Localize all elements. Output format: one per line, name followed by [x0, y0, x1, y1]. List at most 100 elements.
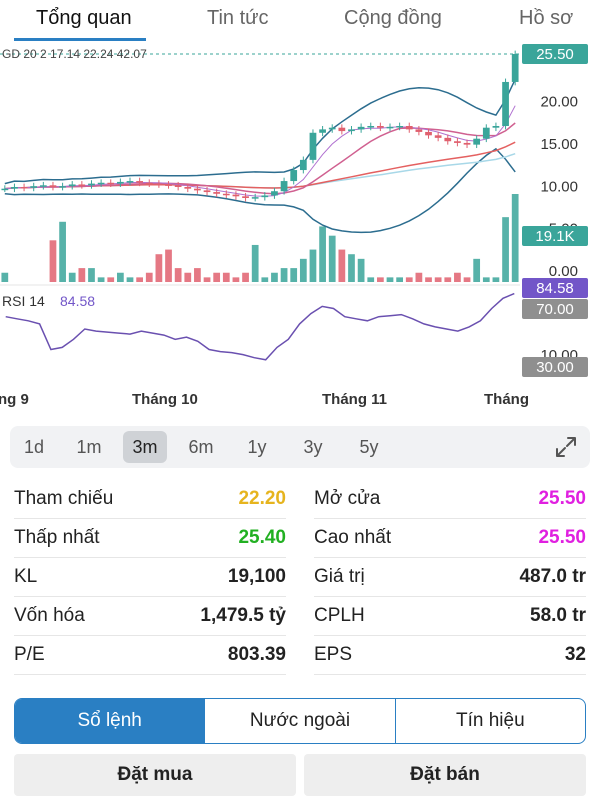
candle-body — [213, 192, 221, 194]
candle-body — [145, 182, 153, 185]
period-1d[interactable]: 1d — [23, 437, 45, 457]
tab-profile[interactable]: Hồ sơ — [519, 7, 574, 29]
candle-body — [319, 129, 326, 133]
candle-body — [107, 182, 115, 185]
rsi-70-tag-bg — [522, 299, 588, 319]
period-3y[interactable]: 3y — [303, 437, 323, 457]
stat-value: 1,479.5 tỷ — [200, 605, 286, 626]
volume-bar — [68, 272, 76, 282]
candle-body — [454, 141, 461, 143]
volume-bar — [1, 272, 9, 282]
sell-button[interactable]: Đặt bán — [304, 754, 586, 796]
volume-bar — [280, 268, 288, 282]
tab-news[interactable]: Tin tức — [207, 7, 269, 29]
candle-body — [194, 188, 201, 191]
tab-overview[interactable]: Tổng quan — [36, 7, 132, 29]
volume-bar — [88, 268, 95, 282]
candle-body — [20, 186, 28, 189]
candle-body — [328, 127, 336, 130]
period-1y[interactable]: 1y — [247, 437, 267, 457]
volume-bar — [511, 194, 519, 282]
period-selector: 1d 1m 3m 6m 1y 3y 5y — [10, 426, 590, 468]
candle-body — [184, 186, 192, 189]
candle-body — [405, 126, 413, 130]
rsi-value-label: 84.58 — [60, 293, 95, 309]
chart-canvas[interactable]: GD 20 2 17.14 22.24 42.07 20.00 15.00 10.00… — [0, 44, 600, 416]
stat-pe: P/E 803.39 — [14, 636, 286, 675]
current-price-tag: 25.50 — [536, 46, 574, 63]
candle-body — [377, 126, 384, 128]
stat-label: Tham chiếu — [14, 488, 114, 509]
volume-bar — [271, 272, 278, 282]
volume-bar — [309, 249, 317, 282]
candle-body — [463, 142, 471, 145]
candle-body — [78, 184, 86, 186]
stat-label: Cao nhất — [314, 527, 392, 548]
stat-label: P/E — [14, 644, 45, 665]
candle-body — [136, 181, 143, 183]
buy-button[interactable]: Đặt mua — [14, 754, 296, 796]
volume-bar — [502, 217, 509, 282]
volume-bar — [473, 258, 481, 282]
candle-body — [492, 126, 500, 128]
volume-bar — [454, 272, 461, 282]
price-chart[interactable]: GD 20 2 17.14 22.24 42.07 20.00 15.00 10.00… — [0, 44, 600, 416]
stat-volume: KL 19,100 — [14, 558, 286, 597]
candle-body — [117, 181, 124, 184]
volume-bar — [242, 272, 249, 282]
candle-body — [97, 182, 105, 185]
active-tab-indicator — [14, 38, 146, 41]
candle-body — [11, 186, 18, 189]
candle-body — [348, 129, 355, 132]
stat-high: Cao nhất 25.50 — [314, 519, 586, 558]
volume-bar — [357, 258, 365, 282]
period-5y[interactable]: 5y — [359, 437, 379, 457]
price-axis-label: 0.00 — [549, 263, 578, 280]
month-axis-label: Tháng 11 — [322, 391, 387, 408]
period-6m[interactable]: 6m — [188, 437, 214, 457]
tab-order-book[interactable]: Sổ lệnh — [15, 699, 206, 743]
volume-bar — [492, 277, 500, 282]
candle-body — [165, 184, 172, 186]
stat-label: Vốn hóa — [14, 605, 85, 626]
stat-reference: Tham chiếu 22.20 — [14, 480, 286, 519]
top-tab-bar: Tổng quan Tin tức Cộng đồng Hồ sơ — [0, 0, 600, 44]
stat-value: 32 — [564, 644, 586, 665]
volume-bar — [145, 272, 153, 282]
volume-bar — [482, 277, 490, 282]
ma-fast-line — [4, 122, 516, 195]
volume-bar — [434, 277, 442, 282]
tab-foreign[interactable]: Nước ngoài — [205, 699, 396, 743]
price-axis-label: 15.00 — [540, 136, 578, 153]
candle-body — [425, 131, 432, 136]
price-axis-label: 10.00 — [540, 178, 578, 195]
stat-value: 19,100 — [227, 566, 286, 587]
tab-community[interactable]: Cộng đồng — [344, 7, 442, 29]
candle-body — [280, 181, 288, 192]
tab-signals[interactable]: Tín hiệu — [455, 710, 525, 731]
rsi-line — [5, 292, 515, 361]
stat-shares-outstanding: CPLH 58.0 tr — [314, 597, 586, 636]
volume-bar — [290, 268, 298, 282]
volume-bar — [97, 277, 105, 282]
rsi-current-tag-bg — [522, 278, 588, 298]
candle-body — [222, 193, 230, 196]
candle-body — [434, 135, 442, 138]
volume-bar — [396, 277, 403, 282]
price-axis-label: 20.00 — [540, 94, 578, 111]
stat-label: Thấp nhất — [14, 527, 100, 548]
period-3m[interactable]: 3m — [123, 431, 167, 463]
expand-icon[interactable] — [554, 435, 578, 459]
stat-label: Giá trị — [314, 566, 365, 587]
stat-value: 58.0 tr — [530, 605, 586, 626]
period-1m[interactable]: 1m — [76, 437, 102, 457]
candle-body — [203, 190, 211, 193]
stat-label: EPS — [314, 644, 353, 665]
volume-bar — [213, 272, 221, 282]
candle-body — [473, 138, 481, 145]
candle-body — [338, 127, 346, 132]
stat-label: Mở cửa — [314, 488, 381, 509]
volume-bar — [338, 249, 346, 282]
candle-body — [174, 185, 182, 187]
ma-5-line — [4, 105, 516, 197]
